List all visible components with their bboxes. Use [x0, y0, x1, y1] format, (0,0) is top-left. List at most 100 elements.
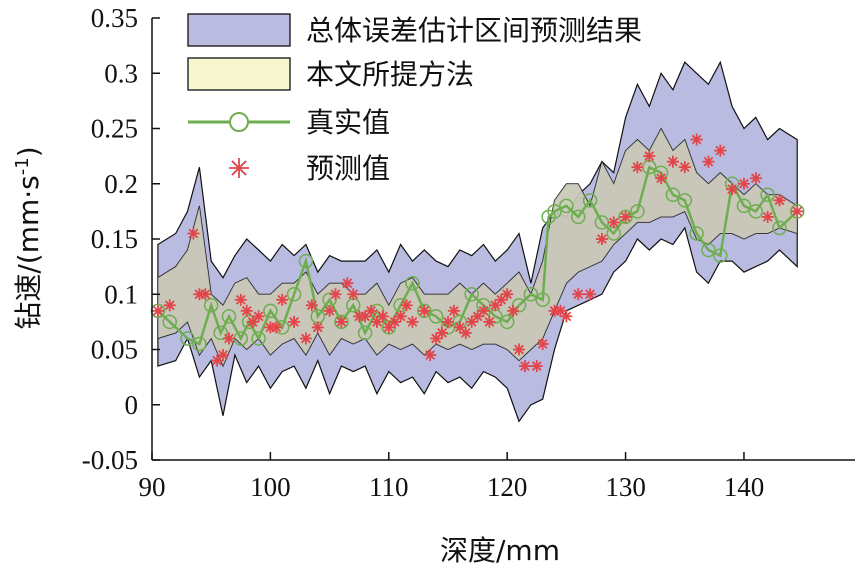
- true-value-point: [357, 325, 373, 341]
- predicted-value-point: [773, 194, 786, 207]
- predicted-value-point: [199, 288, 212, 301]
- x-tick-label: 90: [139, 472, 166, 502]
- asterisk-stroke: [241, 305, 252, 316]
- true-value-point: [535, 292, 550, 308]
- asterisk-stroke: [153, 305, 163, 316]
- predicted-value-point: [418, 304, 431, 317]
- predicted-value-point: [584, 288, 597, 301]
- asterisk-stroke: [762, 212, 773, 222]
- predicted-value-point: [311, 321, 324, 334]
- true-value-point: [298, 253, 314, 269]
- asterisk-stroke: [531, 361, 542, 371]
- asterisk-stroke: [253, 311, 264, 322]
- asterisk-stroke: [289, 316, 299, 327]
- predicted-value-point: [513, 343, 526, 356]
- asterisk-stroke: [632, 162, 643, 173]
- true-value-point: [772, 220, 787, 236]
- legend-asterisk: [229, 158, 249, 178]
- asterisk-stroke: [478, 305, 489, 316]
- y-tick-label: 0.25: [91, 114, 138, 144]
- asterisk-stroke: [377, 311, 388, 322]
- predicted-value-point: [388, 315, 401, 328]
- true-value-point: [630, 204, 645, 219]
- predicted-value-point: [163, 299, 176, 312]
- predicted-value-point: [483, 315, 496, 328]
- predicted-value-point: [530, 360, 543, 373]
- plot-area: [150, 60, 805, 423]
- asterisk-stroke: [218, 350, 228, 360]
- predicted-value-point: [518, 360, 531, 373]
- true-value-point: [334, 314, 349, 330]
- y-tick-label: 0.1: [104, 279, 138, 309]
- axes: -0.05 0 0.05 0.1 0.15 0.2 0.25 0.3 0.35 90 100 110 1…: [82, 3, 855, 502]
- true-value-point: [213, 325, 228, 341]
- legend-label-3: 真实值: [306, 106, 390, 139]
- asterisk-stroke: [460, 328, 471, 338]
- predicted-value-point: [607, 216, 620, 229]
- true-value-point: [789, 204, 805, 219]
- predicted-value-point: [276, 293, 289, 306]
- predicted-value-point: [507, 304, 520, 317]
- asterisk-stroke: [336, 316, 347, 327]
- asterisk-stroke: [691, 134, 702, 145]
- true-value-point: [192, 336, 207, 352]
- asterisk-stroke: [312, 322, 323, 333]
- y-axis-title-end: ): [12, 146, 45, 157]
- predicted-value-point: [299, 332, 312, 345]
- predicted-value-point: [477, 304, 490, 317]
- predicted-value-point: [288, 315, 301, 328]
- y-axis-title: 钻速/(mm·s-1): [12, 146, 45, 329]
- true-value-point: [677, 193, 693, 208]
- legend-symbol-4: [229, 158, 249, 178]
- x-tick-label: 140: [724, 472, 765, 502]
- asterisk-stroke: [561, 311, 572, 322]
- asterisk-stroke: [555, 305, 566, 316]
- x-tick-label: 130: [605, 472, 646, 502]
- asterisk-stroke: [715, 145, 726, 156]
- predicted-value-point: [441, 315, 454, 328]
- asterisk-stroke: [401, 300, 412, 311]
- predicted-value-point: [151, 304, 164, 317]
- asterisk-stroke: [443, 316, 453, 327]
- true-value-point: [417, 303, 432, 319]
- predicted-value-point: [791, 205, 804, 218]
- true-value-point: [162, 314, 178, 330]
- overlap-area: [157, 128, 798, 367]
- y-tick-label: 0: [125, 390, 139, 420]
- asterisk-stroke: [679, 162, 690, 173]
- asterisk-stroke: [739, 178, 749, 189]
- true-value-point: [618, 209, 633, 225]
- true-value-point: [665, 187, 681, 203]
- asterisk-stroke: [668, 156, 678, 167]
- y-axis-title-main: 钻速/(mm·s: [12, 175, 45, 329]
- y-axis-title-sup: -1: [12, 157, 33, 175]
- true-value-point: [736, 198, 752, 214]
- asterisk-stroke: [271, 322, 282, 333]
- asterisk-stroke: [277, 294, 288, 305]
- asterisk-stroke: [608, 217, 619, 228]
- asterisk-stroke: [348, 289, 359, 300]
- true-value-point: [559, 198, 574, 214]
- x-tick-label: 110: [369, 472, 409, 502]
- predicted-value-point: [726, 183, 739, 196]
- predicted-value-point: [714, 144, 727, 157]
- asterisk-stroke: [454, 322, 465, 333]
- predicted-value-point: [436, 326, 449, 339]
- predicted-value-point: [631, 161, 644, 174]
- asterisk-stroke: [449, 305, 459, 316]
- asterisk-stroke: [750, 173, 761, 184]
- predicted-value-point: [749, 172, 762, 185]
- asterisk-stroke: [407, 316, 418, 327]
- predicted-value-point: [471, 310, 484, 323]
- predicted-value-point: [329, 288, 342, 301]
- true-value-point: [251, 331, 266, 346]
- asterisk-stroke: [188, 228, 199, 239]
- true-value-point: [263, 303, 278, 319]
- asterisk-stroke: [324, 305, 335, 316]
- predicted-value-point: [359, 310, 372, 323]
- predicted-value-point: [394, 310, 407, 323]
- true-value-point: [570, 209, 586, 225]
- predicted-value-point: [400, 299, 413, 312]
- predicted-value-point: [447, 304, 460, 317]
